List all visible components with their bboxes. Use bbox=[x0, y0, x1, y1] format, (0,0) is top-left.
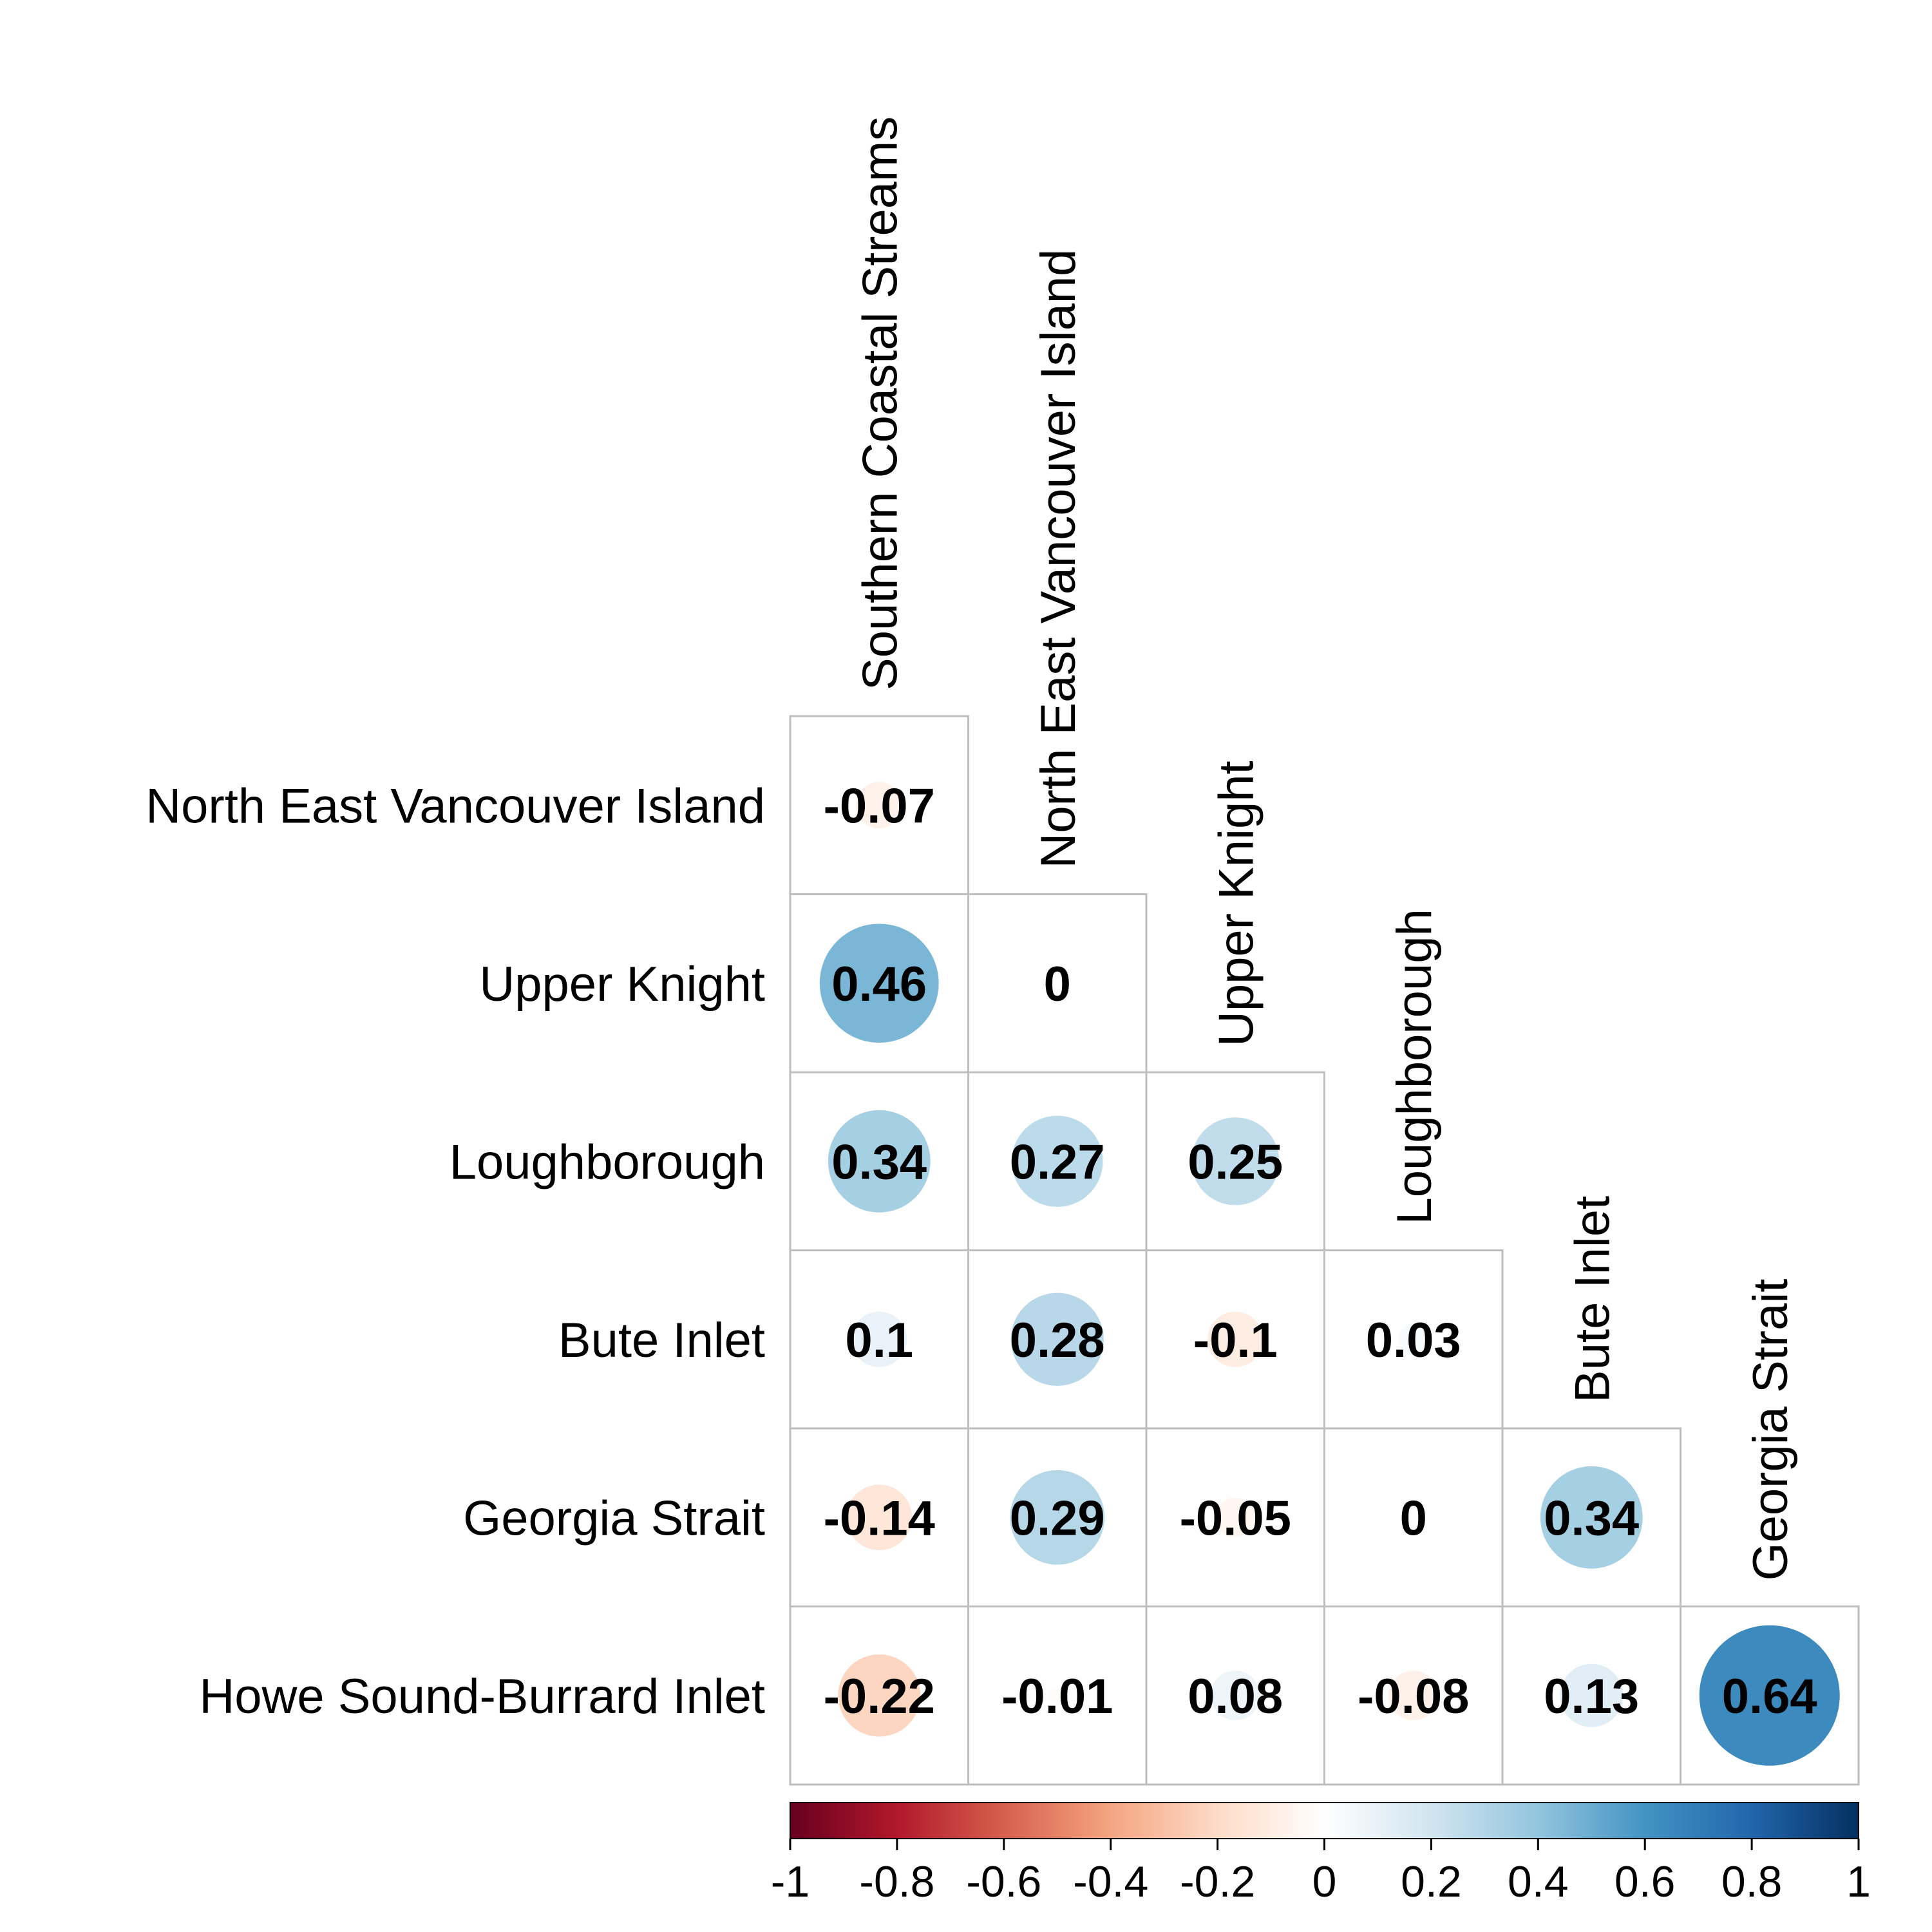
colorbar-tick-label: 0.4 bbox=[1508, 1857, 1569, 1906]
correlation-circle bbox=[1398, 1324, 1429, 1355]
correlation-circle bbox=[1215, 1497, 1255, 1537]
correlation-circle bbox=[1011, 1115, 1103, 1208]
cell-value-label: -0.05 bbox=[1180, 1491, 1291, 1546]
correlation-circle bbox=[1048, 1687, 1066, 1705]
cell-value-label: 0.28 bbox=[1010, 1313, 1105, 1368]
correlation-circle bbox=[819, 923, 939, 1043]
correlation-circle bbox=[1540, 1466, 1643, 1569]
cell-value-label: 0.1 bbox=[845, 1313, 913, 1368]
cell-value-label: -0.07 bbox=[824, 779, 935, 833]
grid-layer bbox=[789, 715, 1860, 1786]
correlation-circle bbox=[846, 1484, 913, 1551]
correlation-circle bbox=[1010, 1470, 1105, 1565]
row-label-layer: North East Vancouver Island Upper Knight L… bbox=[146, 779, 765, 1724]
correlation-circle bbox=[1191, 1117, 1280, 1206]
colorbar-tick-label: -0.8 bbox=[859, 1857, 934, 1906]
correlation-circle bbox=[1208, 1311, 1264, 1367]
cell-value-label: 0.34 bbox=[1544, 1491, 1639, 1546]
cell-value-label: -0.01 bbox=[1001, 1669, 1113, 1724]
colorbar-tick-label: 0.6 bbox=[1615, 1857, 1676, 1906]
column-label-bute-inlet: Bute Inlet bbox=[1565, 1196, 1620, 1403]
correlation-circle bbox=[1010, 1293, 1104, 1386]
cell-value-label: 0 bbox=[1400, 1491, 1427, 1546]
colorbar-tick-label: -1 bbox=[771, 1857, 810, 1906]
row-label-upper-knight: Upper Knight bbox=[479, 957, 765, 1012]
row-label-loughborough: Loughborough bbox=[450, 1135, 765, 1189]
colorbar-tick-label: -0.4 bbox=[1073, 1857, 1148, 1906]
cell-value-label: 0.34 bbox=[831, 1135, 927, 1189]
row-label-north-east-vancouver-island: North East Vancouver Island bbox=[146, 779, 765, 833]
cell-value-label: 0.08 bbox=[1188, 1669, 1283, 1724]
colorbar-gradient bbox=[790, 1802, 1859, 1839]
correlation-circle bbox=[838, 1654, 921, 1737]
colorbar-ticks: -1 -0.8 -0.6 -0.4 -0.2 0 0.2 0.4 0.6 0.8 1 bbox=[771, 1839, 1871, 1906]
correlation-circle bbox=[828, 1110, 931, 1213]
row-label-bute-inlet: Bute Inlet bbox=[558, 1313, 765, 1368]
cell-value-label: 0.25 bbox=[1188, 1135, 1283, 1189]
correlation-circle bbox=[856, 782, 903, 829]
cell-value-label: 0.46 bbox=[831, 957, 927, 1012]
colorbar-tick-label: 0.2 bbox=[1401, 1857, 1462, 1906]
correlation-circle bbox=[851, 1311, 907, 1367]
cell-value-label: 0 bbox=[1044, 957, 1071, 1012]
colorbar-tick-label: -0.6 bbox=[966, 1857, 1041, 1906]
cell-value-label: 0.03 bbox=[1366, 1313, 1461, 1368]
column-label-loughborough: Loughborough bbox=[1387, 909, 1442, 1224]
correlation-circle bbox=[1388, 1671, 1439, 1721]
cell-value-label: 0.64 bbox=[1722, 1669, 1817, 1724]
column-label-upper-knight: Upper Knight bbox=[1209, 761, 1264, 1046]
column-label-southern-coastal-streams: Southern Coastal Streams bbox=[853, 117, 907, 690]
cell-value-label: -0.14 bbox=[824, 1491, 935, 1546]
colorbar-tick-label: 0.8 bbox=[1721, 1857, 1783, 1906]
colorbar: -1 -0.8 -0.6 -0.4 -0.2 0 0.2 0.4 0.6 0.8 1 bbox=[771, 1802, 1871, 1906]
correlation-circle bbox=[1210, 1671, 1260, 1721]
grid-cell bbox=[1680, 1605, 1860, 1786]
value-label-layer: -0.07 0.46 0 0.34 0.27 0.25 0.1 0.28 -0.1 0.03 -0.… bbox=[824, 779, 1817, 1724]
column-label-north-east-vancouver-island: North East Vancouver Island bbox=[1031, 249, 1086, 869]
correlation-circle bbox=[1699, 1625, 1840, 1766]
colorbar-tick-label: -0.2 bbox=[1180, 1857, 1255, 1906]
column-label-layer: Southern Coastal Streams North East Vanco… bbox=[853, 117, 1798, 1581]
circle-layer bbox=[819, 782, 1840, 1766]
cell-value-label: -0.08 bbox=[1358, 1669, 1469, 1724]
row-label-howe-sound-burrard-inlet: Howe Sound-Burrard Inlet bbox=[199, 1669, 765, 1724]
cell-value-label: 0.27 bbox=[1010, 1135, 1105, 1189]
cell-value-label: -0.1 bbox=[1193, 1313, 1278, 1368]
row-label-georgia-strait: Georgia Strait bbox=[463, 1491, 765, 1546]
colorbar-tick-label: 0 bbox=[1312, 1857, 1337, 1906]
cell-value-label: -0.22 bbox=[824, 1669, 935, 1724]
cell-value-label: 0.13 bbox=[1544, 1669, 1639, 1724]
cell-value-label: 0.29 bbox=[1010, 1491, 1105, 1546]
correlation-circle bbox=[1560, 1663, 1624, 1727]
colorbar-tick-label: 1 bbox=[1846, 1857, 1871, 1906]
column-label-georgia-strait: Georgia Strait bbox=[1743, 1279, 1798, 1581]
